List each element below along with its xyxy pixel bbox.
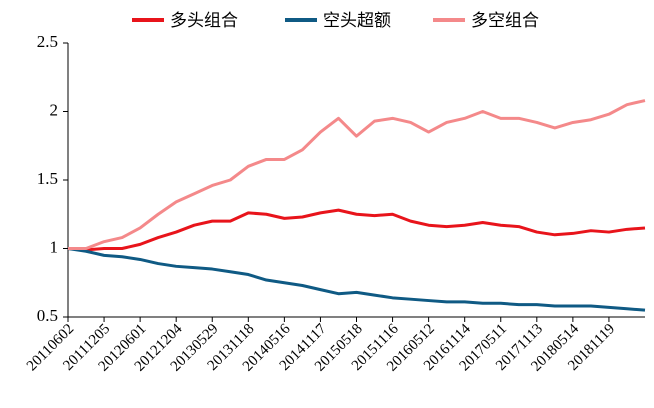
legend-label: 多空组合 bbox=[471, 11, 539, 31]
legend-label: 多头组合 bbox=[170, 11, 238, 31]
y-tick-label: 0.5 bbox=[37, 306, 58, 325]
series-line bbox=[67, 208, 646, 252]
y-tick-label: 2.5 bbox=[37, 32, 58, 51]
series-line bbox=[68, 99, 646, 250]
y-tick-label: 1 bbox=[50, 237, 59, 256]
legend-label: 空头超额 bbox=[323, 11, 391, 31]
y-tick-label: 2 bbox=[50, 100, 59, 119]
series-line bbox=[67, 247, 646, 312]
y-tick-label: 1.5 bbox=[37, 169, 58, 188]
